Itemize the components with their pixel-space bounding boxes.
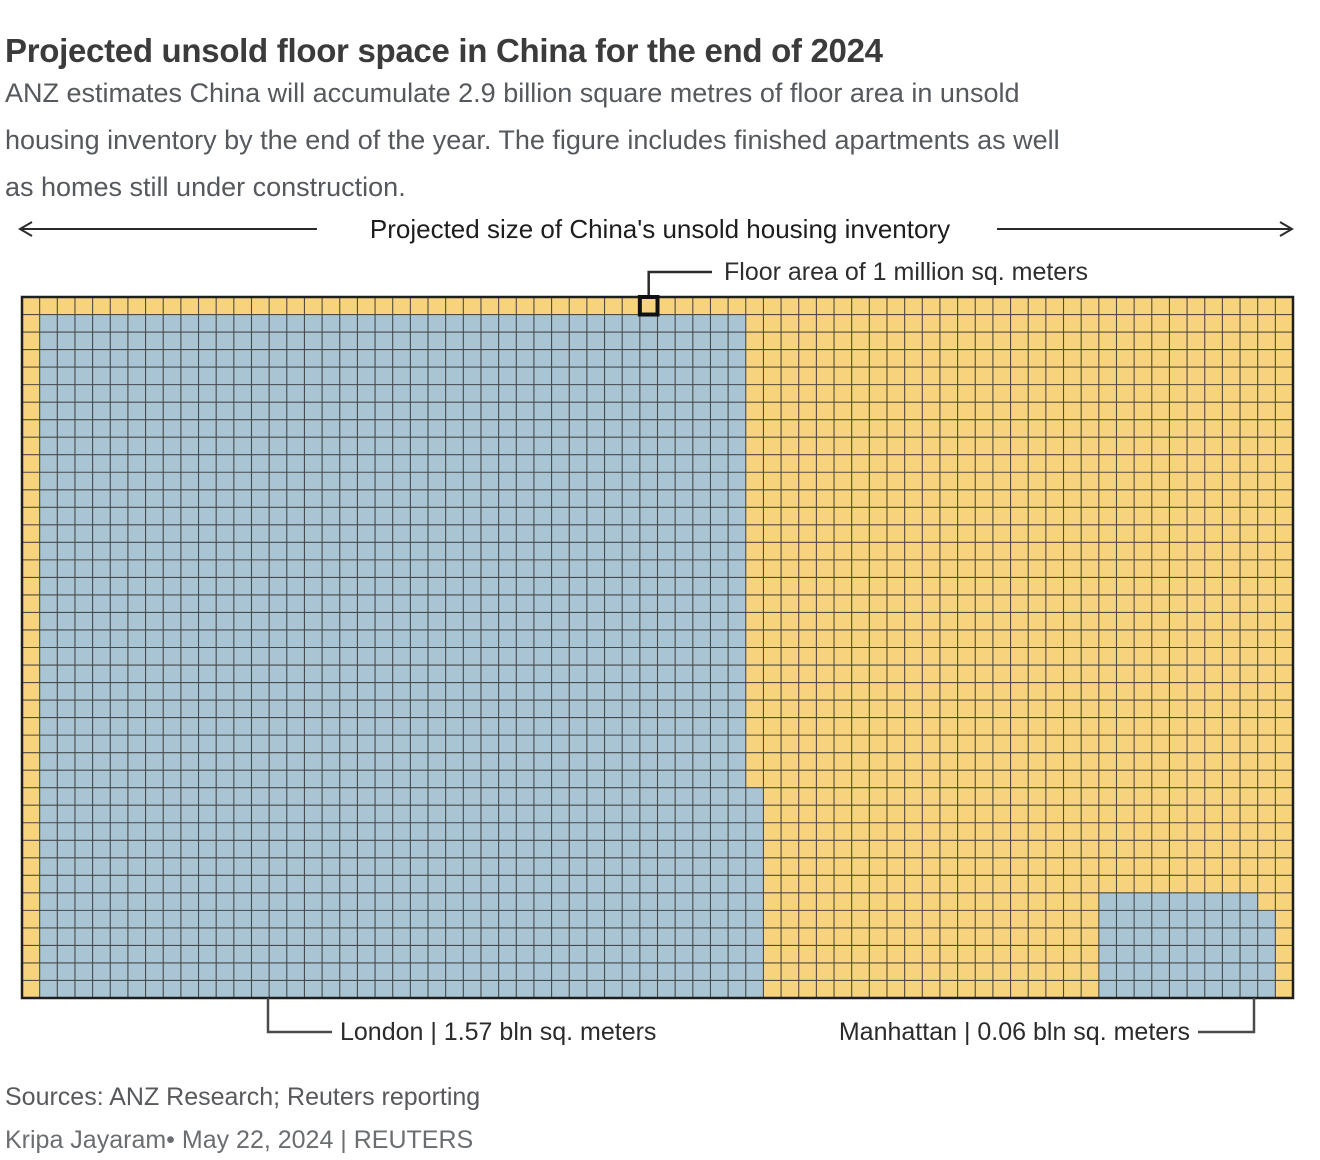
callout-connectors — [266, 998, 1256, 1034]
subtitle-line: as homes still under construction. — [5, 172, 406, 202]
london-connector-icon — [266, 998, 332, 1034]
sources-line: Sources: ANZ Research; Reuters reporting — [5, 1083, 481, 1111]
right-arrow-icon — [997, 221, 1294, 237]
london-callout-label: London | 1.57 bln sq. meters — [340, 1018, 657, 1046]
span-arrow-label: Projected size of China's unsold housing… — [369, 214, 951, 244]
left-arrow-icon — [18, 221, 317, 237]
manhattan-connector-icon — [1198, 998, 1256, 1034]
manhattan-block — [1098, 892, 1258, 911]
highlight-cell-marker — [637, 295, 660, 317]
subtitle-line: ANZ estimates China will accumulate 2.9 … — [5, 78, 1020, 108]
byline: Kripa Jayaram• May 22, 2024 | REUTERS — [5, 1126, 474, 1154]
page-title: Projected unsold floor space in China fo… — [5, 32, 883, 70]
waffle-chart — [20, 295, 1295, 1000]
subtitle: ANZ estimates China will accumulate 2.9 … — [5, 70, 1315, 211]
annotation-label: Floor area of 1 million sq. meters — [724, 258, 1089, 286]
span-arrow — [18, 221, 1294, 237]
waffle-grid-lines — [21, 296, 1294, 999]
manhattan-callout-label: Manhattan | 0.06 bln sq. meters — [838, 1018, 1190, 1046]
subtitle-line: housing inventory by the end of the year… — [5, 125, 1060, 155]
annotation-connector-icon — [647, 270, 712, 300]
